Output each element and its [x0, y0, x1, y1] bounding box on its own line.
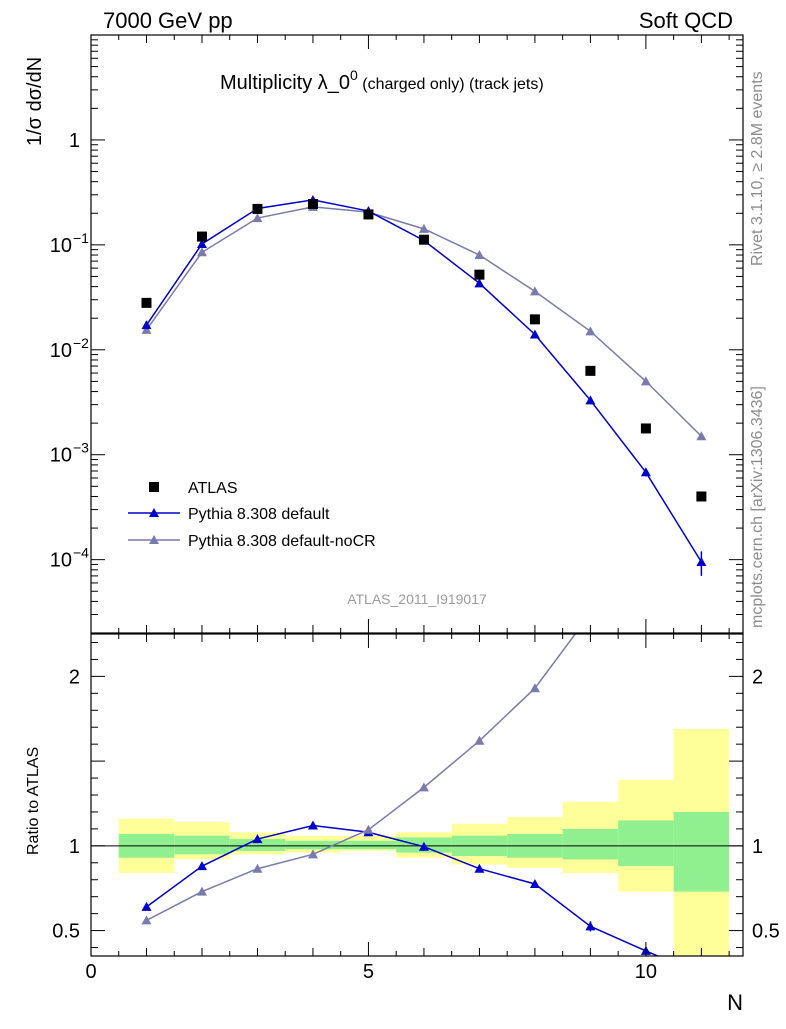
ratio-point [529, 878, 540, 888]
y-tick-label: 10 [50, 445, 72, 467]
mc-point [585, 395, 596, 405]
ratio-point [141, 901, 152, 911]
y-tick-label: 10 [50, 235, 72, 257]
ratio-point [696, 383, 706, 392]
ratio-point [696, 970, 706, 979]
data-point [418, 234, 429, 245]
xlabel: N [727, 990, 743, 1015]
top-ylabel: 1/σ dσ/dN [24, 57, 46, 146]
band-inner [340, 840, 397, 850]
legend-marker [149, 508, 159, 517]
ratio-y-tick-label: 2 [69, 666, 80, 688]
legend-marker-atlas [149, 482, 159, 492]
mc-point [696, 556, 707, 566]
ratio-point [585, 609, 595, 618]
mcplots-label: mcplots.cern.ch [arXiv:1306.3436] [749, 386, 766, 628]
ratio-point [196, 886, 207, 896]
bottom-ylabel: Ratio to ATLAS [25, 747, 42, 855]
ratio-point [252, 863, 263, 873]
ratio-point [307, 849, 318, 859]
analysis-watermark: ATLAS_2011_I919017 [347, 591, 487, 607]
header-left: 7000 GeV pp [103, 8, 233, 33]
mc-point [640, 376, 651, 386]
data-point [640, 423, 651, 434]
x-tick-label: 0 [85, 961, 96, 983]
band-inner [673, 811, 730, 892]
data-point [307, 199, 318, 210]
ratio-point [196, 861, 207, 871]
band-inner [174, 835, 230, 855]
mc-point [640, 467, 651, 477]
mc-point [418, 223, 429, 233]
rivet-label: Rivet 3.1.10, ≥ 2.8M events [749, 71, 766, 266]
y-tick-label: 1 [69, 130, 80, 152]
mc-point [529, 286, 540, 296]
main-series [141, 194, 707, 576]
ratio-point [585, 921, 596, 931]
ratio-series [141, 383, 706, 979]
legend-label: ATLAS [188, 480, 238, 497]
data-point [529, 314, 540, 325]
ratio-y-tick-label: 0.5 [52, 921, 80, 943]
data-point [141, 297, 152, 308]
band-inner [229, 839, 286, 851]
ratio-point [474, 863, 485, 873]
chart-title: Multiplicity λ_00 (charged only) (track … [220, 67, 544, 94]
mc-point [196, 247, 207, 257]
ratio-y-tick-label: 1 [69, 836, 80, 858]
legend: ATLAS Pythia 8.308 default Pythia 8.308 de… [128, 480, 376, 550]
ratio-point [363, 824, 374, 834]
data-point [196, 231, 207, 242]
mc-point [141, 324, 152, 334]
band-inner [285, 840, 341, 850]
header-right: Soft QCD [639, 8, 733, 33]
y-tick-exponent: −2 [73, 335, 89, 351]
data-point [252, 203, 263, 214]
mc-point [696, 431, 707, 441]
mc-point [141, 320, 152, 330]
y-tick-exponent: −4 [73, 545, 89, 561]
x-tick-label: 5 [363, 961, 374, 983]
uncertainty-bands [91, 728, 743, 956]
data-point [585, 365, 596, 376]
band-inner [562, 828, 619, 860]
mc-point [196, 238, 207, 248]
ratio-point [529, 683, 540, 693]
y-tick-exponent: −1 [73, 230, 89, 246]
ratio-point [252, 834, 263, 844]
mc-point [585, 326, 596, 336]
ratio-point [141, 915, 152, 925]
ratio-y-tick-label-right: 0.5 [752, 921, 780, 943]
mc-point [474, 250, 485, 260]
top-frame [90, 34, 744, 634]
ratio-point [418, 841, 429, 851]
ratio-point [641, 536, 651, 545]
ratio-y-tick-label-right: 1 [752, 836, 763, 858]
y-tick-label: 10 [50, 550, 72, 572]
legend-label: Pythia 8.308 default [188, 506, 330, 523]
data-point [474, 269, 485, 280]
band-inner [618, 820, 674, 867]
data-point [696, 491, 707, 502]
mc-point [252, 213, 263, 223]
ratio-y-tick-label-right: 2 [752, 666, 763, 688]
ratio-point [418, 782, 429, 792]
y-tick-exponent: −3 [73, 440, 89, 456]
ratio-point [474, 735, 485, 745]
mc-point [529, 329, 540, 339]
y-tick-label: 10 [50, 340, 72, 362]
legend-marker [149, 535, 159, 544]
ratio-point [307, 820, 318, 830]
x-tick-label: 10 [635, 961, 657, 983]
mc-point [474, 278, 485, 288]
legend-label: Pythia 8.308 default-noCR [188, 533, 376, 550]
data-point [363, 209, 374, 220]
